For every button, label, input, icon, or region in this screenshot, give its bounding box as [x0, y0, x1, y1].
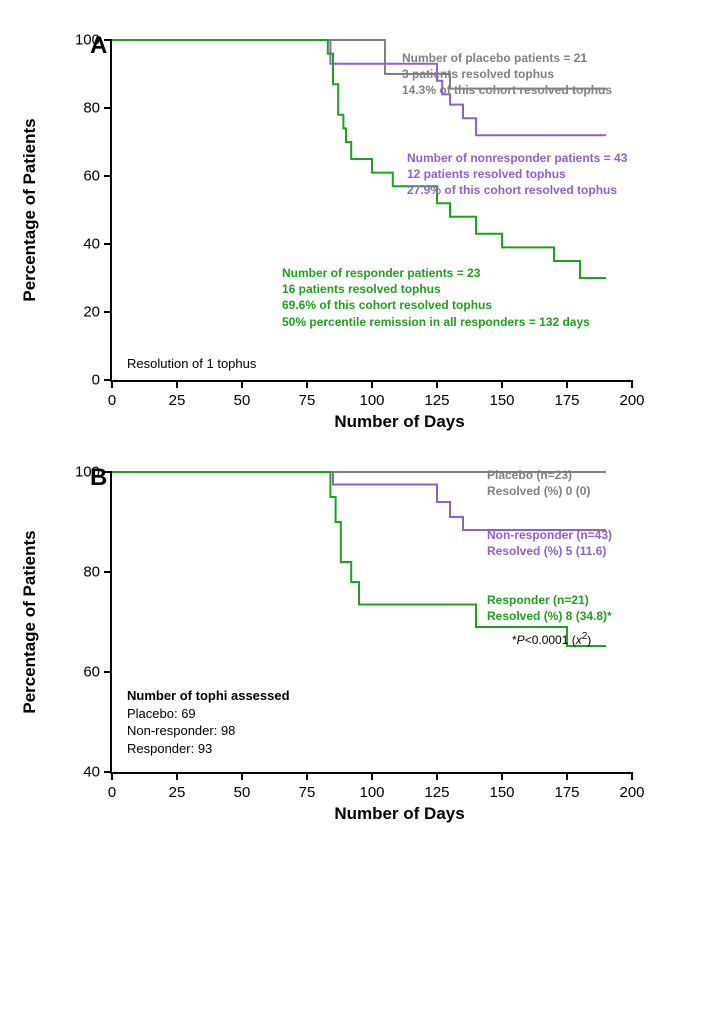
ytick-label: 60 [83, 168, 100, 185]
annotation-assessed: Number of tophi assessedPlacebo: 69Non-r… [127, 687, 290, 757]
panel-a-ylabel: Percentage of Patients [20, 40, 40, 380]
xtick-label: 75 [299, 392, 316, 409]
xtick-label: 0 [108, 784, 116, 801]
xtick-label: 175 [554, 784, 579, 801]
ytick-label: 100 [75, 464, 100, 481]
annotation-placebo: Placebo (n=23)Resolved (%) 0 (0) [487, 467, 590, 499]
annotation-placebo: Number of placebo patients = 213 patient… [402, 50, 612, 99]
xtick-label: 75 [299, 784, 316, 801]
panel-a-xlabel: Number of Days [110, 412, 689, 432]
xtick-label: 50 [234, 392, 251, 409]
annotation-pvalue: *P<0.0001 (x2) [512, 630, 591, 648]
xtick-label: 100 [359, 392, 384, 409]
ytick-label: 60 [83, 664, 100, 681]
ytick-label: 80 [83, 564, 100, 581]
annotation-nonresponder: Number of nonresponder patients = 4312 p… [407, 150, 627, 199]
xtick-label: 150 [489, 784, 514, 801]
annotation-corner: Resolution of 1 tophus [127, 355, 256, 373]
xtick-label: 175 [554, 392, 579, 409]
panel-b: B 4060801000255075100125150175200Placebo… [20, 472, 689, 824]
xtick-label: 100 [359, 784, 384, 801]
xtick-label: 200 [619, 784, 644, 801]
ytick-label: 100 [75, 32, 100, 49]
annotation-nonresponder: Non-responder (n=43)Resolved (%) 5 (11.6… [487, 527, 612, 559]
annotation-responder: Responder (n=21)Resolved (%) 8 (34.8)* [487, 592, 612, 624]
annotation-responder: Number of responder patients = 2316 pati… [282, 265, 590, 330]
ytick-label: 40 [83, 764, 100, 781]
xtick-label: 125 [424, 392, 449, 409]
xtick-label: 125 [424, 784, 449, 801]
panel-b-chart: 4060801000255075100125150175200Placebo (… [110, 472, 632, 774]
panel-b-xlabel: Number of Days [110, 804, 689, 824]
ytick-label: 40 [83, 236, 100, 253]
ytick-label: 80 [83, 100, 100, 117]
xtick-label: 150 [489, 392, 514, 409]
xtick-label: 0 [108, 392, 116, 409]
panel-b-ylabel: Percentage of Patients [20, 472, 40, 772]
ytick-label: 0 [92, 372, 100, 389]
panel-a-chart: 0204060801000255075100125150175200Number… [110, 40, 632, 382]
xtick-label: 200 [619, 392, 644, 409]
xtick-label: 50 [234, 784, 251, 801]
xtick-label: 25 [169, 784, 186, 801]
xtick-label: 25 [169, 392, 186, 409]
panel-a: A 0204060801000255075100125150175200Numb… [20, 40, 689, 432]
ytick-label: 20 [83, 304, 100, 321]
figure: A 0204060801000255075100125150175200Numb… [20, 40, 689, 824]
